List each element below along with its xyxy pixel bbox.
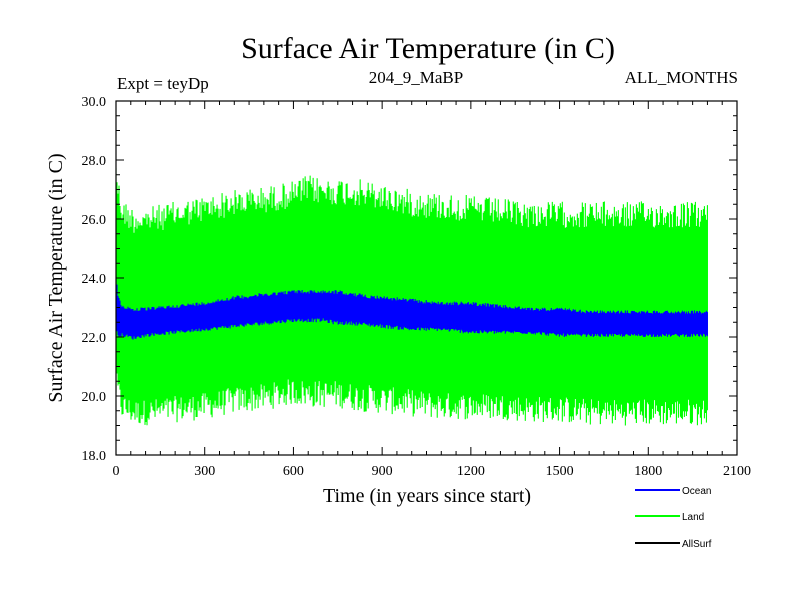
series-ocean-line xyxy=(116,276,708,340)
y-tick-labels: 18.0 20.0 22.0 24.0 26.0 28.0 30.0 xyxy=(82,95,107,464)
x-tick-label: 900 xyxy=(372,464,393,479)
y-tick-label: 24.0 xyxy=(82,272,107,287)
plot-area xyxy=(115,100,738,456)
legend: Ocean Land AllSurf xyxy=(635,486,712,550)
x-tick-label: 2100 xyxy=(723,464,751,479)
plot-frame xyxy=(115,100,738,456)
x-tick-label: 600 xyxy=(283,464,304,479)
x-tick-label: 1200 xyxy=(457,464,485,479)
y-axis-label: Surface Air Temperature (in C) xyxy=(45,153,67,402)
x-tick-labels: 0 300 600 900 1200 1500 1800 2100 xyxy=(113,464,752,479)
months-label: ALL_MONTHS xyxy=(625,68,738,87)
age-label: 204_9_MaBP xyxy=(369,68,463,87)
y-tick-label: 18.0 xyxy=(82,449,107,464)
legend-label-ocean: Ocean xyxy=(682,486,711,497)
experiment-label: Expt = teyDp xyxy=(117,74,209,93)
y-tick-label: 20.0 xyxy=(82,390,107,405)
series-land-line xyxy=(116,168,708,426)
y-tick-label: 26.0 xyxy=(82,213,107,228)
legend-label-allsurf: AllSurf xyxy=(682,539,712,550)
y-tick-label: 30.0 xyxy=(82,95,107,110)
y-tick-label: 22.0 xyxy=(82,331,107,346)
tick-layer xyxy=(115,100,738,456)
legend-label-land: Land xyxy=(682,512,704,523)
y-tick-label: 28.0 xyxy=(82,154,107,169)
x-tick-label: 1800 xyxy=(634,464,662,479)
x-tick-label: 1500 xyxy=(546,464,574,479)
series-layer xyxy=(116,168,708,426)
x-axis-label: Time (in years since start) xyxy=(323,485,531,507)
x-tick-label: 0 xyxy=(113,464,120,479)
x-tick-label: 300 xyxy=(194,464,215,479)
chart-title: Surface Air Temperature (in C) xyxy=(241,32,615,65)
